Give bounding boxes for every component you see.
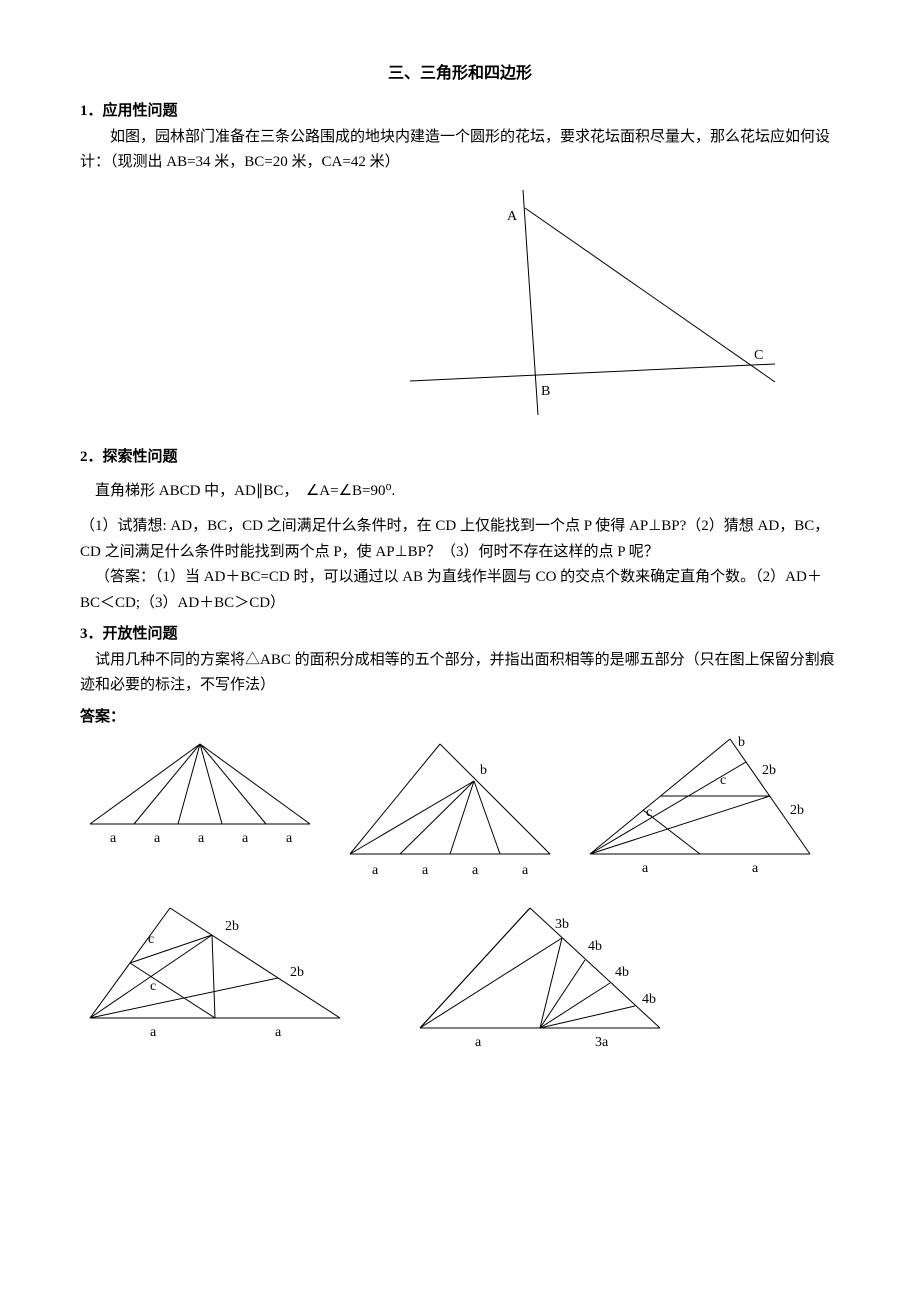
q3-row1: a a a a a b a a a a b 2b 2b c c a a (80, 734, 840, 894)
q3-tri2: b a a a a (340, 734, 560, 894)
svg-text:a: a (372, 863, 379, 878)
svg-text:a: a (475, 1035, 482, 1050)
svg-text:B: B (541, 384, 550, 399)
svg-text:a: a (242, 831, 249, 846)
svg-text:c: c (148, 932, 154, 947)
svg-text:C: C (754, 348, 763, 363)
svg-text:a: a (275, 1025, 282, 1040)
q3-tri3: b 2b 2b c c a a (580, 734, 820, 894)
q1-text: 如图，园林部门准备在三条公路围成的地块内建造一个圆形的花坛，要求花坛面积尽量大，… (80, 125, 840, 176)
svg-text:2b: 2b (225, 919, 239, 934)
q3-tri4: 2b 2b c c a a (80, 898, 350, 1058)
svg-text:b: b (738, 735, 745, 750)
svg-text:a: a (110, 831, 117, 846)
q3-tri1: aaaaa (80, 734, 320, 864)
q2-text2: （1）试猜想: AD，BC，CD 之间满足什么条件时，在 CD 上仅能找到一个点… (80, 514, 840, 565)
svg-text:a: a (286, 831, 293, 846)
q3-heading: 3．开放性问题 (80, 622, 840, 648)
svg-text:b: b (480, 763, 487, 778)
svg-text:3a: 3a (595, 1035, 609, 1050)
q2-text1: 直角梯形 ABCD 中，AD∥BC， ∠A=∠B=90⁰. (80, 479, 840, 505)
svg-text:a: a (642, 861, 649, 876)
q3-row2: 2b 2b c c a a 3b 4b 4b 4b a 3a (80, 898, 840, 1068)
svg-text:c: c (720, 773, 726, 788)
svg-text:4b: 4b (588, 939, 602, 954)
svg-text:a: a (150, 1025, 157, 1040)
svg-text:a: a (752, 861, 759, 876)
q2-text3: （答案：（1）当 AD＋BC=CD 时，可以通过以 AB 为直线作半圆与 CO … (80, 565, 840, 616)
q2-heading: 2．探索性问题 (80, 445, 840, 471)
svg-text:4b: 4b (642, 992, 656, 1007)
svg-text:4b: 4b (615, 965, 629, 980)
q3-text: 试用几种不同的方案将△ABC 的面积分成相等的五个部分，并指出面积相等的是哪五部… (80, 648, 840, 699)
svg-text:2b: 2b (290, 965, 304, 980)
q3-answer-label: 答案： (80, 705, 840, 731)
q1-heading: 1．应用性问题 (80, 99, 840, 125)
svg-text:a: a (198, 831, 205, 846)
q1-diagram: A B C (380, 180, 840, 440)
svg-text:A: A (507, 209, 518, 224)
svg-text:a: a (422, 863, 429, 878)
svg-text:3b: 3b (555, 917, 569, 932)
page-title: 三、三角形和四边形 (80, 60, 840, 87)
svg-text:2b: 2b (790, 803, 804, 818)
svg-text:2b: 2b (762, 763, 776, 778)
svg-text:c: c (646, 805, 652, 820)
svg-text:a: a (522, 863, 529, 878)
q3-tri5: 3b 4b 4b 4b a 3a (410, 898, 670, 1068)
svg-text:c: c (150, 979, 156, 994)
svg-text:a: a (154, 831, 161, 846)
svg-text:a: a (472, 863, 479, 878)
